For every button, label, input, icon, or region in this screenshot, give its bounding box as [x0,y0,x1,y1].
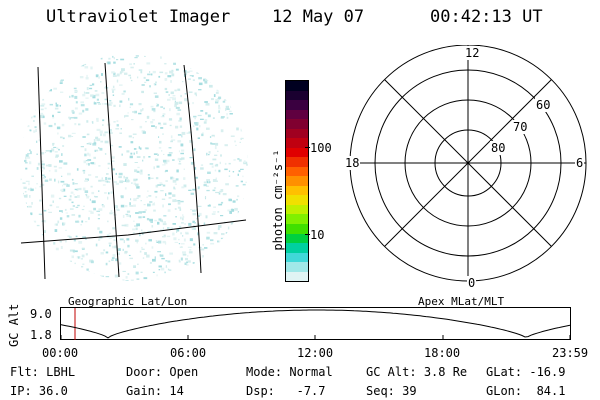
lon-line [37,66,46,280]
uv-image-panel [20,55,248,281]
status-glon: GLon: 84.1 [486,384,566,398]
lat-label-70: 70 [512,120,529,134]
status-door: Door: Open [126,365,199,379]
polar-plot [349,45,587,282]
instrument-title: Ultraviolet Imager [46,7,231,27]
status-gain: Gain: 14 [126,384,184,398]
altitude-plot [60,307,571,340]
altitude-tick-1.8: 1.8 [30,328,52,342]
mlt-label-0: 0 [467,276,477,290]
status-mode: Mode: Normal [246,365,333,379]
x-tick-1800: 18:00 [424,346,461,360]
status-ip: IP: 36.0 [10,384,68,398]
x-tick-1200: 12:00 [297,346,334,360]
altitude-curve [60,309,571,339]
mlt-label-18: 18 [344,156,361,170]
mlt-label-6: 6 [575,156,585,170]
status-seq: Seq: 39 [366,384,417,398]
colorbar-tick: 10 [310,228,325,242]
status-gc-alt: GC Alt: 3.8 Re [366,365,468,379]
status-filter: Flt: LBHL [10,365,76,379]
status-dsp: Dsp: -7.7 [246,384,326,398]
apex-title: Apex MLat/MLT [418,295,505,308]
lon-line [183,64,202,274]
geographic-title: Geographic Lat/Lon [68,295,188,308]
lon-line [104,62,120,278]
lat-line [20,219,247,244]
lat-label-60: 60 [535,98,552,112]
x-tick-0000: 00:00 [42,346,79,360]
time-label: 00:42:13 UT [430,7,543,27]
lat-label-80: 80 [490,141,507,155]
uv-emission-disk [20,55,248,281]
colorbar [285,80,309,282]
x-tick-2359: 23:59 [552,346,589,360]
altitude-axis-label: GC Alt [7,303,21,347]
colorbar-unit-label: photon cm⁻²s⁻¹ [271,149,285,251]
altitude-tick-9: 9.0 [30,307,52,321]
x-tick-0600: 06:00 [170,346,207,360]
mlt-label-12: 12 [464,46,481,60]
colorbar-tick: 100 [310,141,332,155]
date-label: 12 May 07 [272,7,365,27]
status-glat: GLat: -16.9 [486,365,566,379]
